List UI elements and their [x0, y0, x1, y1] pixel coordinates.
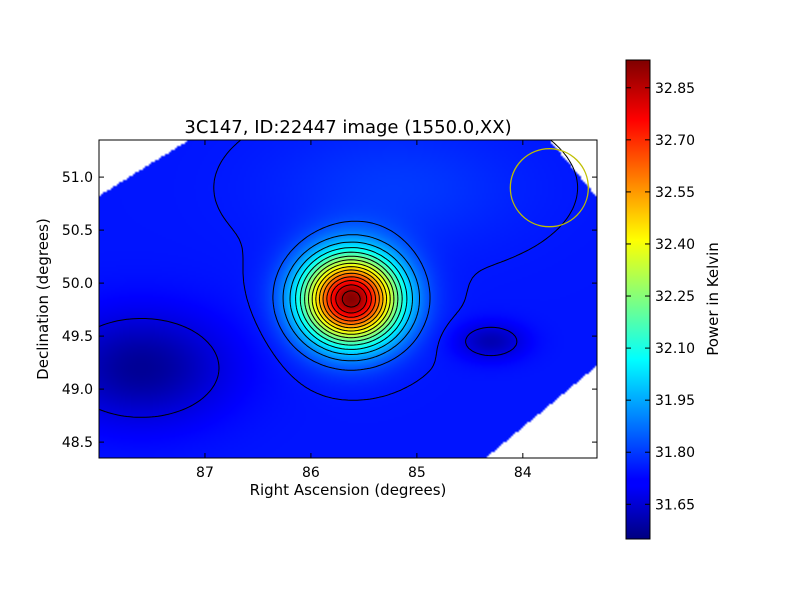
contour-level-12 [322, 272, 380, 325]
contour-lines [99, 140, 579, 418]
plot-frame [98, 139, 598, 459]
contour-level-15 [335, 284, 368, 314]
colorbar-tick-label: 32.25 [655, 289, 695, 305]
x-tick-label: 84 [514, 465, 532, 481]
x-tick-label: 85 [408, 465, 426, 481]
y-tick-label: 49.5 [62, 329, 93, 345]
colorbar-gradient [625, 59, 651, 540]
x-axis-label: Right Ascension (degrees) [250, 481, 447, 499]
colorbar-tick-label: 32.85 [655, 81, 695, 97]
chart-title: 3C147, ID:22447 image (1550.0,XX) [184, 117, 511, 138]
y-tick-label: 49.0 [62, 382, 93, 398]
contour-level-6 [299, 251, 403, 346]
colorbar-label: Power in Kelvin [704, 242, 722, 356]
contour-level-4 [289, 241, 413, 355]
y-axis-label: Declination (degrees) [34, 218, 52, 380]
colorbar-ticks: 31.65 31.80 31.95 32.10 32.25 32.40 32.55 32.70… [626, 81, 695, 513]
colorbar: 31.65 31.80 31.95 32.10 32.25 32.40 32.55 32.70… [625, 59, 722, 540]
contour-level-3 [282, 234, 420, 362]
x-tick-label: 86 [302, 465, 320, 481]
contour-level-1 [213, 140, 579, 401]
y-tick-label: 48.5 [62, 435, 93, 451]
contour-level-2 [272, 220, 431, 371]
colorbar-tick-label: 31.95 [655, 393, 695, 409]
colorbar-tick-label: 32.70 [655, 133, 695, 149]
colorbar-tick-label: 32.40 [655, 237, 695, 253]
heatmap-image [99, 140, 597, 458]
contour-level-14 [330, 280, 372, 318]
y-tick-label: 50.0 [62, 276, 93, 292]
plot-area: 87 86 85 84 48.5 49.0 49.5 50.0 50.5 51.0 [62, 139, 598, 481]
y-axis-ticks: 48.5 49.0 49.5 50.0 50.5 51.0 [62, 170, 597, 451]
x-tick-label: 87 [196, 465, 214, 481]
contour-level-16 [341, 290, 361, 308]
contour-level-11 [318, 269, 384, 329]
contour-level-10 [315, 266, 388, 332]
y-tick-label: 51.0 [62, 170, 93, 186]
contour-level-13 [326, 276, 376, 322]
x-axis-ticks: 87 86 85 84 [196, 140, 532, 481]
contour-level-7 [304, 255, 399, 342]
contour-level-9 [311, 262, 391, 335]
contour-level-0 [99, 318, 518, 418]
colorbar-tick-label: 32.55 [655, 185, 695, 201]
colorbar-tick-label: 31.65 [655, 497, 695, 513]
colorbar-tick-label: 31.80 [655, 445, 695, 461]
contour-level-8 [308, 259, 395, 339]
colorbar-tick-label: 32.10 [655, 341, 695, 357]
beam-ellipse [509, 148, 589, 228]
contour-level-5 [295, 247, 408, 350]
y-tick-label: 50.5 [62, 223, 93, 239]
